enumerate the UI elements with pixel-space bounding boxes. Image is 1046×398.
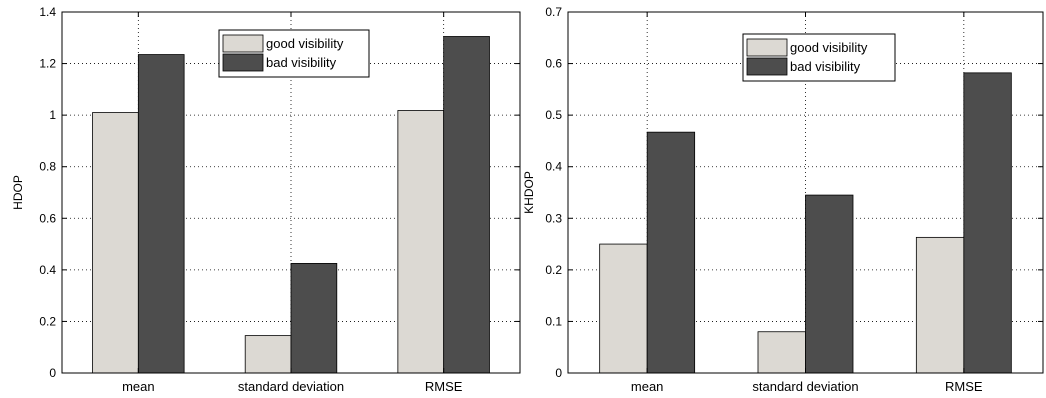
khdop-bar-bad-visibility-rmse xyxy=(963,72,1012,374)
y-tick-label: 0.4 xyxy=(545,160,562,174)
y-tick-label: 0.8 xyxy=(39,160,56,174)
y-tick-label: 0.5 xyxy=(545,108,562,122)
khdop-bar-chart: 0 0.1 0.2 0.3 0.4 0.5 0.6 0.7 mean standard devia… xyxy=(523,5,1044,394)
khdop-bar-good-visibility-mean xyxy=(599,243,648,374)
legend: good visibility bad visibility xyxy=(218,29,370,78)
legend-label: bad visibility xyxy=(266,55,337,70)
y-tick-label: 0 xyxy=(555,366,562,380)
x-category-label: mean xyxy=(631,379,664,394)
y-tick-label: 0.7 xyxy=(545,5,562,19)
legend-label: good visibility xyxy=(266,36,344,51)
hdop-bar-bad-visibility-mean xyxy=(137,54,185,374)
x-category-label: mean xyxy=(122,379,155,394)
legend: good visibility bad visibility xyxy=(742,33,896,82)
x-category-label: RMSE xyxy=(425,379,463,394)
y-tick-label: 0.1 xyxy=(545,314,562,328)
y-tick-label: 1.2 xyxy=(39,57,56,71)
y-tick-label: 1.4 xyxy=(39,5,56,19)
hdop-bar-good-visibility-mean xyxy=(92,112,139,374)
hdop-bar-bad-visibility-standard-deviation xyxy=(290,263,338,374)
hdop-bar-good-visibility-rmse xyxy=(397,110,445,374)
hdop-bar-good-visibility-standard-deviation xyxy=(244,335,292,374)
khdop-bar-good-visibility-rmse xyxy=(915,236,965,374)
x-category-label: standard deviation xyxy=(752,379,858,394)
y-tick-label: 0.3 xyxy=(545,211,562,225)
y-tick-label: 0.6 xyxy=(39,211,56,225)
y-tick-label: 0.2 xyxy=(39,314,56,328)
legend-swatch xyxy=(222,34,264,53)
khdop-bar-good-visibility-standard-deviation xyxy=(757,331,806,374)
legend-swatch xyxy=(746,57,788,76)
y-tick-label: 1 xyxy=(49,108,56,122)
legend-label: bad visibility xyxy=(790,59,861,74)
x-category-label: RMSE xyxy=(945,379,983,394)
hdop-bar-chart: 0 0.2 0.4 0.6 0.8 1 1.2 1.4 mean standard deviati… xyxy=(11,5,521,394)
y-tick-label: 0.6 xyxy=(545,57,562,71)
y-axis-label: HDOP xyxy=(11,175,25,210)
legend-swatch xyxy=(222,53,264,72)
legend-swatch xyxy=(746,38,788,57)
khdop-bar-bad-visibility-standard-deviation xyxy=(805,194,854,374)
hdop-bar-bad-visibility-rmse xyxy=(443,36,490,374)
x-category-label: standard deviation xyxy=(238,379,344,394)
y-tick-label: 0.4 xyxy=(39,263,56,277)
y-tick-label: 0.2 xyxy=(545,263,562,277)
legend-label: good visibility xyxy=(790,40,868,55)
y-axis-label: KHDOP xyxy=(523,171,536,214)
y-tick-label: 0 xyxy=(49,366,56,380)
khdop-bar-bad-visibility-mean xyxy=(646,131,696,374)
